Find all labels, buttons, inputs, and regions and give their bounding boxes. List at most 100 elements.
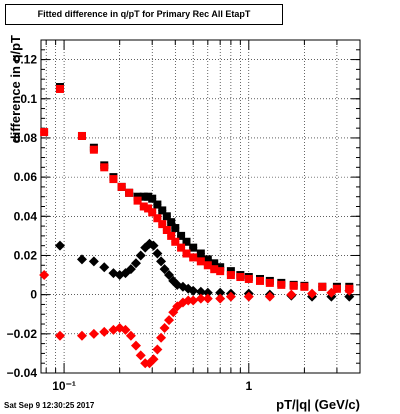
series-2-point	[130, 258, 141, 269]
series-0-point	[203, 255, 212, 264]
series-2-point	[99, 262, 110, 273]
series-2-point	[156, 256, 167, 267]
datestamp: Sat Sep 9 12:30:25 2017	[4, 401, 95, 410]
series-1-point	[203, 261, 212, 270]
series-1-point	[100, 163, 109, 172]
y-axis-label: difference in q/pT	[8, 35, 23, 144]
series-3-point	[195, 293, 206, 304]
series-3-point	[202, 293, 213, 304]
series-3-point	[286, 289, 297, 300]
series-3-point	[215, 293, 226, 304]
series-3-point	[188, 295, 199, 306]
series-0-point	[167, 218, 176, 227]
series-3-point	[148, 354, 159, 365]
series-2-point	[188, 285, 199, 296]
series-1-point	[158, 220, 167, 229]
series-1-point	[162, 226, 171, 235]
series-1-point	[125, 188, 134, 197]
series-1-point	[277, 280, 286, 289]
series-0-point	[210, 259, 219, 268]
series-1-point	[40, 128, 49, 137]
series-3-point	[159, 322, 170, 333]
series-0-point	[196, 249, 205, 258]
series-0-point	[189, 243, 198, 252]
series-2-point	[164, 270, 175, 281]
series-3-point	[130, 340, 141, 351]
series-3-point	[225, 291, 236, 302]
series-2-point	[148, 240, 159, 251]
series-3-point	[164, 315, 175, 326]
series-1-point	[196, 257, 205, 266]
series-3-point	[326, 287, 337, 298]
series-3-point	[135, 350, 146, 361]
series-0-point	[139, 192, 148, 201]
y-tick-label: −0.02	[7, 327, 38, 341]
y-tick-label: 0.02	[14, 248, 38, 262]
y-tick-label: 0.1	[20, 92, 37, 106]
series-3-point	[307, 288, 318, 299]
series-1-point	[236, 273, 245, 282]
series-1-point	[109, 175, 118, 184]
series-2-point	[76, 254, 87, 265]
series-1-point	[117, 182, 126, 191]
x-tick-label: 10⁻¹	[52, 379, 76, 393]
series-3-point	[156, 332, 167, 343]
series-3-point	[152, 344, 163, 355]
series-0-point	[153, 200, 162, 209]
series-1-point	[189, 253, 198, 262]
series-1-point	[77, 131, 86, 140]
plot-frame	[40, 39, 361, 374]
series-0-point	[158, 206, 167, 215]
series-1-point	[171, 237, 180, 246]
y-tick-label: 0.08	[14, 131, 38, 145]
series-2-point	[152, 248, 163, 259]
y-tick-label: 0.12	[14, 53, 38, 67]
series-1-point	[139, 202, 148, 211]
series-3-point	[54, 330, 65, 341]
series-2-point	[195, 286, 206, 297]
series-0-point	[177, 231, 186, 240]
series-1-point	[216, 267, 225, 276]
series-1-point	[226, 271, 235, 280]
series-3-point	[99, 326, 110, 337]
chart-title: Fitted difference in q/pT for Primary Re…	[5, 4, 283, 25]
y-tick-label: 0.04	[14, 209, 38, 223]
series-1-point	[256, 276, 265, 285]
y-tick-label: −0.04	[7, 366, 38, 380]
series-2-point	[88, 256, 99, 267]
series-0-point	[144, 192, 153, 201]
series-1-point	[133, 196, 142, 205]
series-1-point	[167, 231, 176, 240]
series-3-point	[39, 270, 50, 281]
series-1-point	[55, 84, 64, 93]
series-2-point	[344, 291, 355, 302]
series-2-point	[215, 287, 226, 298]
series-3-point	[125, 330, 136, 341]
data-marks	[39, 83, 355, 369]
series-1-point	[300, 282, 309, 291]
series-1-point	[332, 284, 341, 293]
series-2-point	[159, 264, 170, 275]
series-1-point	[89, 145, 98, 154]
series-0-point	[162, 212, 171, 221]
series-1-point	[244, 274, 253, 283]
series-1-point	[148, 208, 157, 217]
series-1-point	[289, 281, 298, 290]
series-1-point	[318, 282, 327, 291]
series-3-point	[264, 291, 275, 302]
x-axis-label: pT/|q| (GeV/c)	[276, 397, 360, 412]
series-2-point	[125, 264, 136, 275]
series-1-point	[265, 278, 274, 287]
series-3-point	[243, 291, 254, 302]
series-3-point	[344, 285, 355, 296]
y-tick-label: 0.06	[14, 170, 38, 184]
series-1-point	[182, 249, 191, 258]
series-0-point	[182, 237, 191, 246]
series-1-point	[177, 243, 186, 252]
series-3-point	[120, 324, 131, 335]
series-3-point	[76, 330, 87, 341]
series-2-point	[135, 250, 146, 261]
series-3-point	[88, 328, 99, 339]
series-2-point	[202, 287, 213, 298]
